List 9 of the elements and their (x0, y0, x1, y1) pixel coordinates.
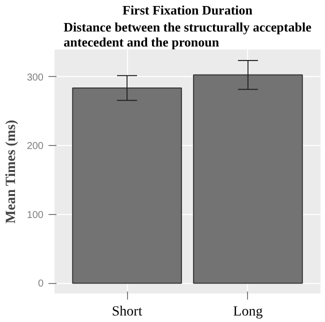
x-tick-label: Long (233, 304, 263, 320)
y-axis-title: Mean Times (ms) (4, 119, 19, 224)
y-tick-label: 300 (26, 72, 44, 84)
y-tick-label: 200 (26, 141, 44, 152)
chart-subtitle: Distance between the structurally acceptable antecedent and the pronoun (64, 20, 312, 50)
y-tick-label: 100 (26, 210, 44, 221)
x-tick-label: Short (112, 304, 142, 320)
chart-title: First Fixation Duration (122, 2, 254, 18)
y-tick-label: 0 (38, 278, 44, 290)
